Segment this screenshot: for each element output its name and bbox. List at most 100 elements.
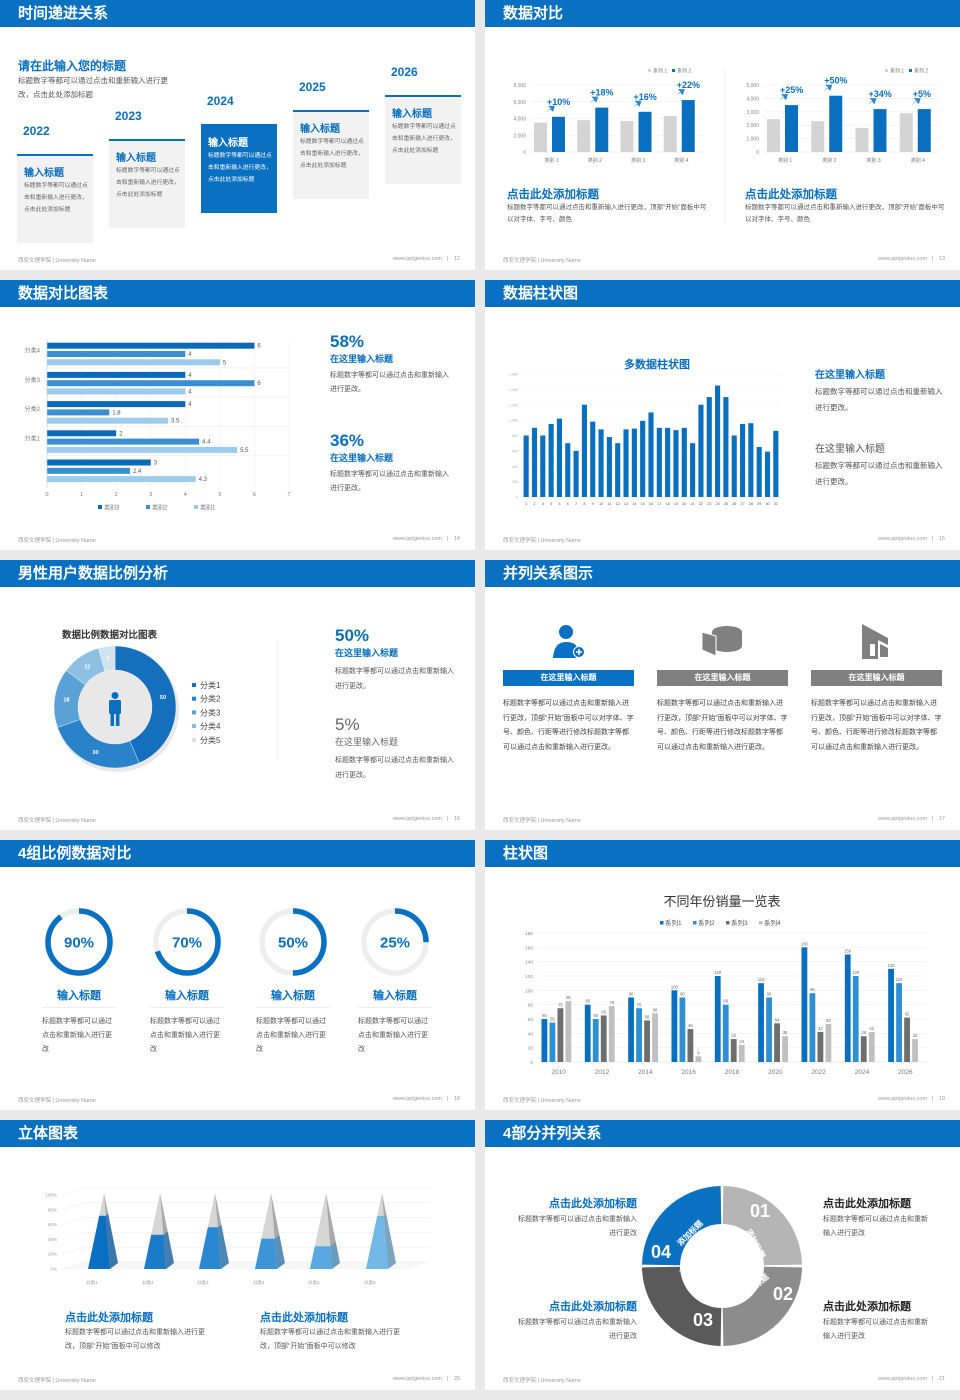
footer-url: www.pptgenius.com [878,256,927,262]
x-tick-label: 2014 [638,1069,653,1076]
cycle-segment-03[interactable] [642,1266,722,1346]
x-tick-label: 1 [525,502,527,506]
x-tick-label: 21 [690,502,694,506]
x-tick-label: 24 [715,502,719,506]
bar-类别2 [47,380,255,387]
page-number: 18 [453,1096,460,1102]
bar [681,427,687,497]
legend-label: 系列 2 [914,68,928,75]
data-label: 4 [188,390,192,396]
legend-swatch [192,724,196,729]
bar [548,423,554,497]
data-label: 90 [680,992,685,997]
slide-title: 时间递进关系 [0,0,475,27]
stat-value: 5% [335,715,360,734]
data-label: 53 [826,1018,831,1023]
x-tick-label: 类别 1 [778,157,792,164]
footer-school: 西安文理学院 | University Name [18,1098,96,1104]
bar [756,447,762,497]
gridline [61,1232,430,1240]
gridline [61,1202,430,1211]
pyramid-side [163,1231,174,1269]
legend-label: 类别2 [152,504,168,512]
slide-title: 立体图表 [0,1120,475,1147]
bar-系列 2 [595,107,609,152]
ring-title: 输入标题 [165,990,209,1002]
ring-title: 输入标题 [271,990,315,1002]
footer-school: 西安文理学院 | University Name [503,538,581,544]
data-label: 36 [783,1030,788,1035]
footer-school: 西安文理学院 | University Name [18,1378,96,1384]
data-label: 8 [697,1050,700,1055]
y-tick-label: 4,000 [513,117,526,123]
timeline-divider [293,110,369,112]
data-label: 6 [257,381,261,387]
growth-label: +22% [677,80,700,90]
x-tick-label: 2012 [595,1069,610,1076]
bar [640,420,646,497]
data-label: 120 [714,970,722,975]
y-tick-label: 160 [525,945,533,951]
x-tick-label: 分类6 [364,1279,376,1286]
page-number: 20 [453,1376,460,1382]
legend-swatch [885,69,888,72]
data-label: 2.4 [133,469,142,475]
block-desc: 标题数字等都可以通过点击和重新输入进行更改，顶部“开始”面板中可以对字体、字号、… [507,204,707,223]
divider [358,1007,432,1008]
data-label: 4.3 [199,477,208,483]
data-label: 32 [731,1033,736,1038]
bar [623,429,629,497]
chart-title: 多数据柱状图 [624,357,690,371]
data-label: 60 [593,1013,598,1018]
legend-swatch [693,921,697,925]
bar [523,435,529,497]
bar-系列 1 [534,122,547,152]
footer-divider: | [931,536,933,542]
footer-school: 西安文理学院 | University Name [503,818,581,824]
timeline-card-text: 标题数字等都可以通过点击和重新输入进行更改，点击此处添加标题 [116,168,180,198]
x-tick-label: 25 [724,502,728,506]
segment-number: 03 [693,1310,713,1330]
bar [764,451,771,497]
data-label: 68 [653,1007,658,1012]
cycle-segment-04[interactable] [642,1186,722,1266]
slide-14: 数据对比图表 0 1 2 3 4 5 6 7 6 4 5 分类4 4 6 4 分类3 4 1.8 3.5 分类2 2 4.4… [0,280,475,550]
bar-系列2 [852,976,859,1062]
data-label: 85 [566,995,571,1000]
timeline-year: 2026 [391,65,418,79]
x-tick-label: 23 [707,502,711,506]
cycle-segment-01[interactable] [722,1186,802,1266]
x-tick-label: 20 [682,502,686,506]
column-desc: 标题数字等都可以通过点击和重新输入进行更改，顶部“开始”面板中可以对字体、字号、… [503,700,634,751]
y-tick-label: 20 [528,1046,534,1052]
block-heading: 点击此处添加标题 [260,1312,348,1324]
footer-url: www.pptgenius.com [393,536,442,542]
x-tick-label: 7 [287,492,290,498]
bar-系列 2 [681,100,695,152]
growth-arrow-icon [630,100,642,110]
stat-label: 在这里输入标题 [330,453,394,463]
block-desc: 标题数字等都可以通过点击和重新输入进行更改 [518,1216,637,1237]
x-tick-label: 26 [732,502,736,506]
bar-系列 1 [899,113,913,152]
ring-title: 输入标题 [57,990,101,1002]
column-title: 在这里输入标题 [540,673,597,682]
bar-系列4 [782,1036,788,1062]
footer-url: www.pptgenius.com [393,1096,442,1102]
pyramid-remainder [207,1193,218,1228]
y-tick-label: 1,600 [509,373,518,377]
pyramid-side-shade [383,1214,396,1269]
bar-类别2 [47,467,130,474]
bar-类别1 [47,388,186,395]
data-label: 160 [801,941,809,946]
page-number: 17 [938,816,945,822]
stat-desc: 标题数字等都可以通过点击和重新输入进行更改。 [815,461,943,486]
chart-title: 数据比例数据对比图表 [62,630,158,641]
timeline-card-title: 输入标题 [392,109,432,120]
data-label: 5.5 [240,448,249,454]
cycle-segment-02[interactable] [722,1266,802,1346]
timeline-heading: 请在此输入您的标题 [18,59,127,73]
y-tick-label: 2,000 [513,133,526,139]
bar-系列4 [652,1013,658,1062]
